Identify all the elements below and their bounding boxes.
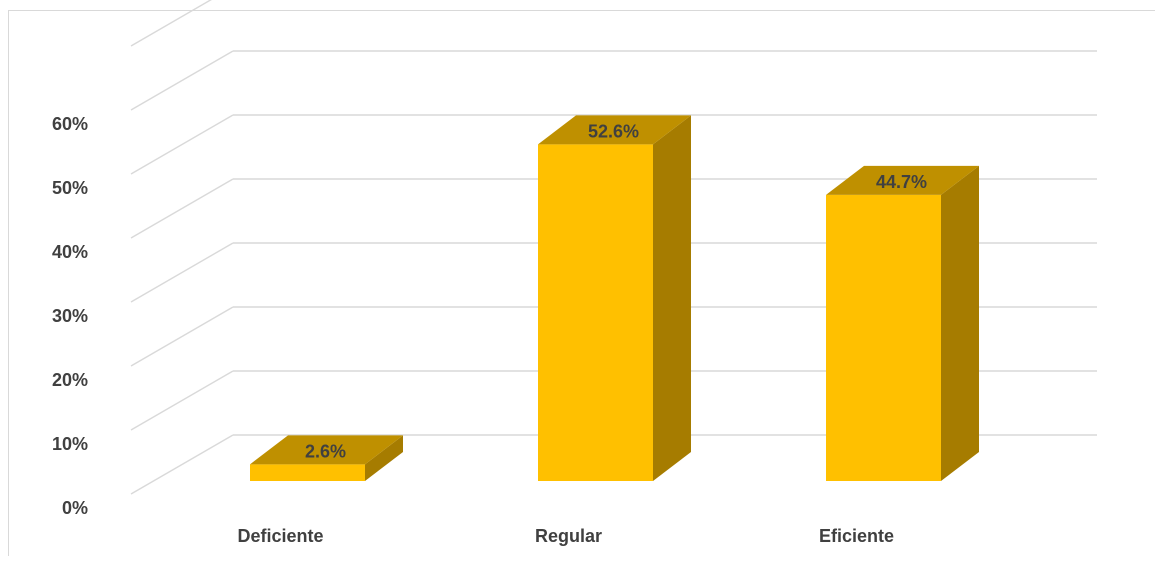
y-tick-label: 10% <box>52 434 88 454</box>
gridline-diagonal <box>130 242 234 303</box>
bar-top <box>826 165 979 195</box>
x-tick-label: Deficiente <box>237 526 323 546</box>
y-tick-label: 40% <box>52 242 88 262</box>
bar <box>250 464 365 481</box>
bar-top <box>538 115 691 145</box>
bars <box>250 115 979 482</box>
y-tick-label: 20% <box>52 370 88 390</box>
gridline-diagonal <box>130 114 234 175</box>
gridline-diagonal <box>130 434 234 495</box>
y-tick-label: 30% <box>52 306 88 326</box>
gridline-diagonal <box>130 306 234 367</box>
labels: 0% 10% 20% 30% 40% 50% 60% 2.6% Deficiente 52.6% R… <box>52 114 927 546</box>
y-tick-label: 0% <box>62 498 88 518</box>
bar-side <box>941 165 979 482</box>
x-tick-label: Regular <box>535 526 602 546</box>
bar <box>538 144 653 482</box>
data-label: 2.6% <box>305 441 346 461</box>
gridline-diagonal <box>130 370 234 431</box>
gridline-diagonal <box>130 0 212 47</box>
bar-top <box>250 435 403 465</box>
data-label: 52.6% <box>588 121 639 141</box>
gridline-diagonal <box>130 178 234 239</box>
y-tick-label: 50% <box>52 178 88 198</box>
x-tick-label: Eficiente <box>819 526 894 546</box>
y-tick-label: 60% <box>52 114 88 134</box>
chart-frame <box>8 10 1155 556</box>
bar-side <box>365 435 403 481</box>
gridline-diagonal <box>130 50 234 111</box>
bar-side <box>653 115 691 482</box>
data-label: 44.7% <box>876 172 927 192</box>
bar <box>826 194 941 482</box>
